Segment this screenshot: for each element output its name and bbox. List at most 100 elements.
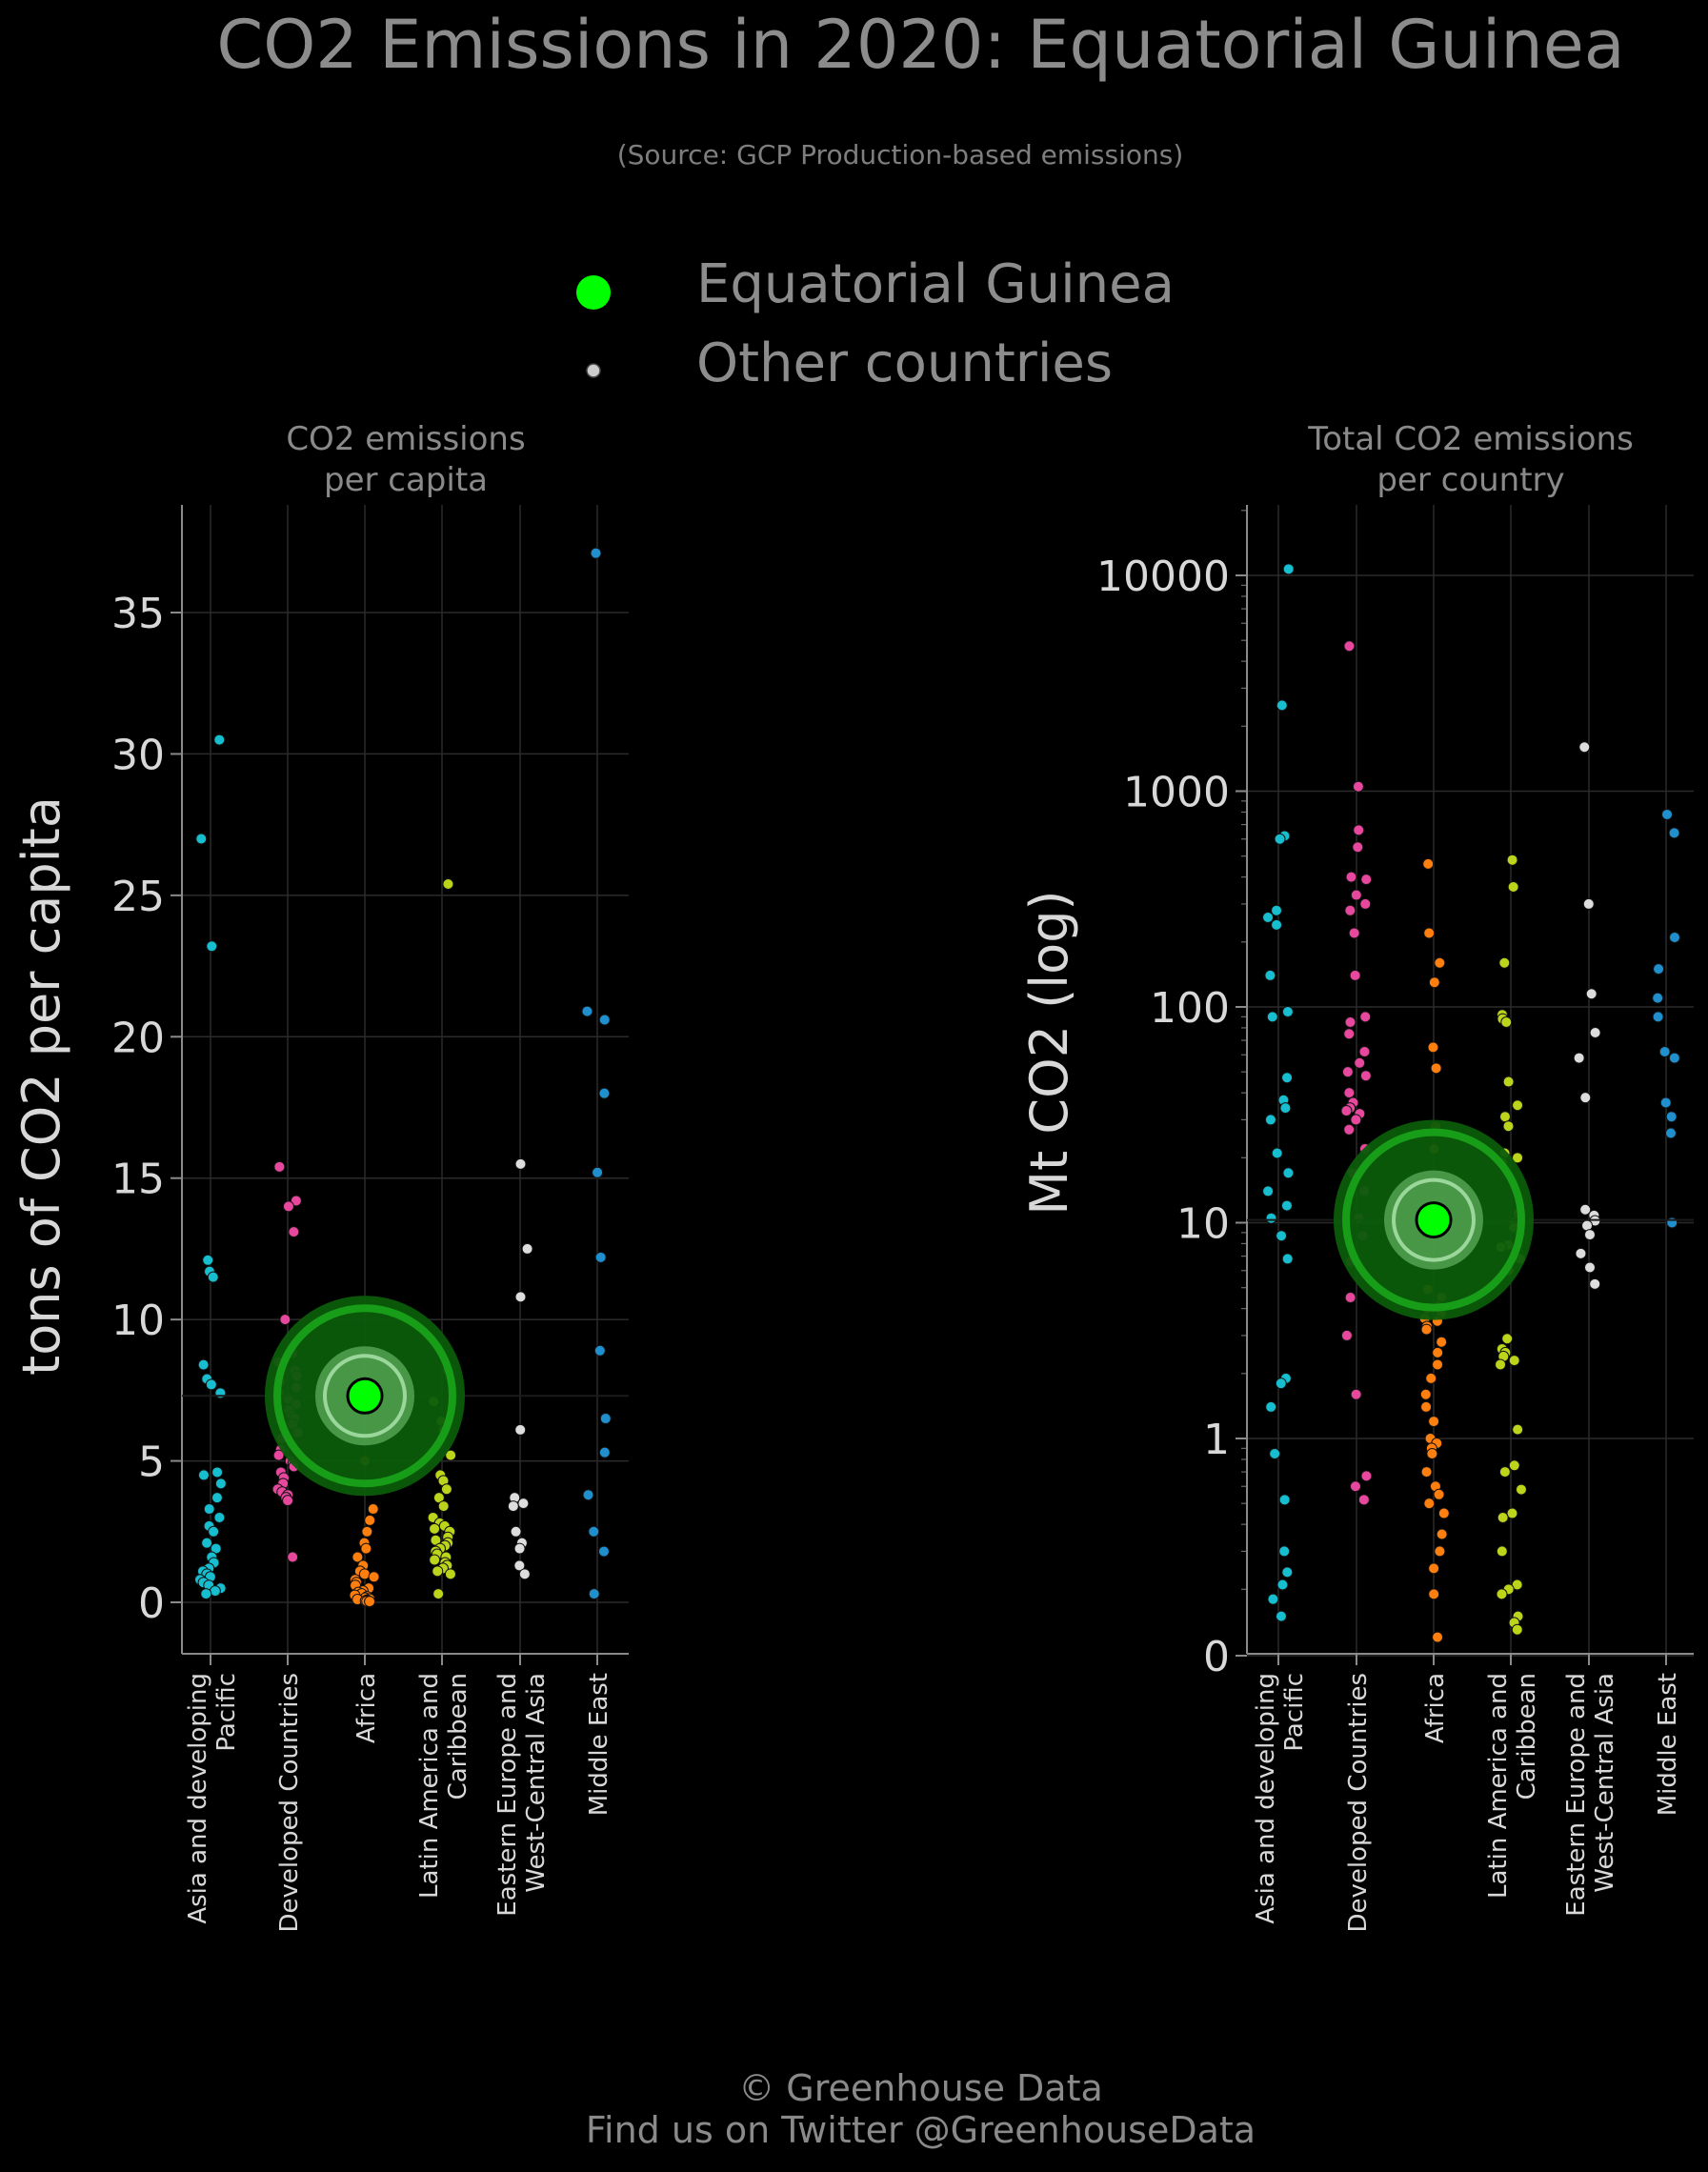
data-point	[1420, 1466, 1433, 1478]
data-point	[360, 1542, 372, 1555]
data-point	[1432, 1346, 1444, 1358]
chart-panel-total: 0 1 10 100 1000 10000 Asia and developing Pacif…	[1096, 505, 1694, 1932]
data-point	[1343, 1028, 1356, 1040]
data-point	[1498, 956, 1511, 969]
data-point	[1434, 1545, 1446, 1558]
data-point	[1579, 1092, 1592, 1104]
data-point	[1512, 1099, 1524, 1112]
footer-copyright: © Greenhouse Data	[738, 2067, 1103, 2109]
data-point	[1350, 889, 1362, 901]
data-point	[1423, 1498, 1436, 1510]
data-point	[1428, 1416, 1440, 1428]
data-point	[1573, 1052, 1585, 1064]
data-point	[1281, 1072, 1294, 1084]
data-point	[1354, 1056, 1366, 1069]
data-point	[590, 547, 602, 559]
data-point	[588, 1588, 600, 1600]
data-point	[1508, 1459, 1520, 1472]
data-point	[1428, 976, 1440, 989]
data-point	[1265, 1212, 1277, 1224]
data-point	[1589, 1026, 1601, 1038]
data-point	[1579, 1203, 1592, 1216]
data-point	[1343, 640, 1356, 653]
highlight-point	[346, 1377, 384, 1415]
y-axis-label-total: Mt CO2 (log)	[1019, 890, 1079, 1215]
data-point	[1353, 824, 1365, 836]
data-point	[1661, 808, 1674, 820]
legend-others-marker	[586, 363, 601, 378]
data-point	[1350, 1388, 1362, 1400]
x-tick-label: Latin America and	[1484, 1673, 1513, 1899]
y-tick-label: 30	[111, 731, 165, 779]
data-point	[1433, 1488, 1445, 1500]
data-point	[1274, 833, 1286, 845]
data-point	[282, 1495, 294, 1507]
data-point	[513, 1542, 526, 1555]
data-point	[201, 1537, 213, 1549]
data-point	[1343, 1123, 1356, 1136]
y-tick-label: 1000	[1123, 769, 1230, 817]
panel-title-line: per capita	[323, 461, 488, 499]
highlight-halo-ring	[1342, 1128, 1525, 1312]
data-point	[518, 1568, 531, 1580]
data-point	[1658, 1046, 1671, 1058]
data-point	[1430, 1062, 1442, 1075]
x-tick-label: West-Central Asia	[522, 1673, 551, 1893]
data-point	[272, 1449, 285, 1461]
x-tick-label: Caribbean	[444, 1673, 472, 1800]
data-point	[594, 1251, 607, 1263]
chart-title: CO2 Emissions in 2020: Equatorial Guinea	[216, 6, 1625, 84]
data-point	[1502, 1076, 1515, 1088]
data-point	[1427, 1041, 1439, 1054]
legend-highlight-label: Equatorial Guinea	[696, 253, 1175, 315]
data-point	[1350, 1114, 1362, 1126]
data-point	[200, 1588, 212, 1600]
data-point	[1271, 904, 1283, 916]
x-tick-label-group: Eastern Europe and West-Central Asia	[493, 1673, 551, 1917]
data-point	[432, 1565, 444, 1578]
data-point	[588, 1525, 600, 1538]
data-point	[1422, 857, 1435, 870]
x-tick-label: Developed Countries	[1344, 1673, 1373, 1932]
data-point	[1582, 897, 1595, 910]
x-tick-label: Middle East	[585, 1673, 613, 1816]
data-point	[364, 1596, 376, 1608]
x-tick-label-group: Developed Countries	[275, 1673, 304, 1932]
data-point	[1262, 1185, 1275, 1197]
data-point	[1341, 1066, 1354, 1078]
data-point	[507, 1500, 519, 1513]
y-tick-label: 35	[111, 590, 165, 638]
y-tick-label: 10	[111, 1297, 165, 1345]
data-point	[1420, 1323, 1433, 1336]
data-point	[598, 1446, 611, 1458]
data-point	[581, 1005, 593, 1017]
legend-highlight-marker	[576, 275, 611, 310]
data-point	[514, 1291, 527, 1303]
y-tick-label: 10	[1176, 1200, 1230, 1249]
y-tick-label: 10000	[1096, 553, 1230, 601]
data-point	[1508, 1355, 1520, 1367]
x-tick-label: Latin America and	[415, 1673, 444, 1899]
x-tick-label: Africa	[352, 1673, 381, 1743]
x-tick-label-group: Latin America and Caribbean	[1484, 1673, 1541, 1899]
x-tick-label: Eastern Europe and	[1562, 1673, 1591, 1917]
data-point	[1432, 1631, 1444, 1643]
data-point	[514, 1423, 527, 1436]
data-point	[211, 1492, 223, 1504]
data-point	[1423, 927, 1436, 939]
data-point	[1428, 1588, 1440, 1600]
data-point	[440, 1483, 452, 1496]
data-point	[1282, 1167, 1295, 1179]
data-point	[213, 1511, 226, 1523]
data-point	[361, 1525, 373, 1538]
y-tick-label: 1	[1203, 1416, 1230, 1464]
data-point	[1340, 1105, 1353, 1117]
data-point	[1589, 1277, 1601, 1290]
panel-title-line: CO2 emissions	[286, 420, 526, 458]
data-point	[514, 1157, 527, 1170]
data-point	[1652, 1011, 1664, 1023]
data-point	[521, 1242, 533, 1255]
data-point	[1276, 1230, 1288, 1242]
highlight-halo-inner-ring	[1392, 1177, 1476, 1262]
data-point	[1436, 1336, 1448, 1348]
